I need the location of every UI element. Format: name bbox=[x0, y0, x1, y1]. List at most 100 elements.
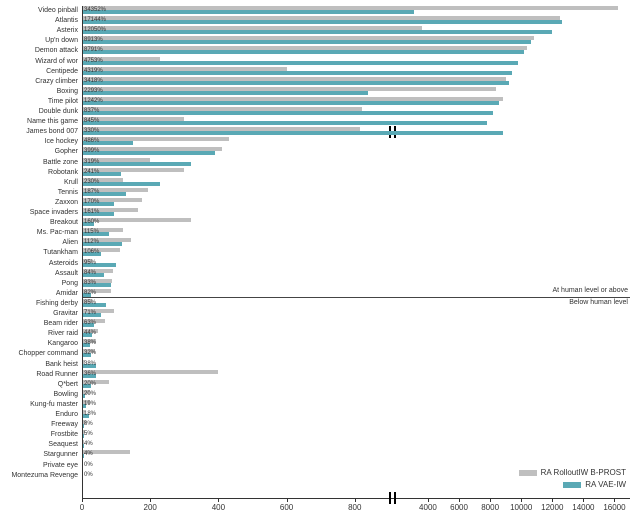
game-label: Pong bbox=[0, 280, 78, 287]
game-label: Kung-fu master bbox=[0, 401, 78, 408]
x-tick-label: 200 bbox=[138, 503, 162, 512]
bar-series-b bbox=[82, 151, 215, 155]
atari-hbar-chart: 0200400600800400060008000100001200014000… bbox=[0, 0, 640, 520]
pct-label: 399% bbox=[84, 148, 99, 154]
game-label: Road Runner bbox=[0, 371, 78, 378]
human-level-below-label: Below human level bbox=[569, 299, 628, 306]
pct-label: 4% bbox=[84, 441, 93, 447]
game-label: Freeway bbox=[0, 421, 78, 428]
bar-series-a bbox=[82, 370, 218, 374]
game-label: Tutankham bbox=[0, 249, 78, 256]
legend-label: RA VAE-IW bbox=[585, 480, 626, 489]
game-label: Bowling bbox=[0, 391, 78, 398]
game-label: Demon attack bbox=[0, 47, 78, 54]
legend-swatch bbox=[563, 482, 581, 488]
pct-label: 0% bbox=[84, 462, 93, 468]
pct-label: 5% bbox=[84, 431, 93, 437]
pct-label: 2293% bbox=[84, 88, 103, 94]
game-label: River raid bbox=[0, 330, 78, 337]
game-label: Krull bbox=[0, 179, 78, 186]
game-label: Stargunner bbox=[0, 451, 78, 458]
pct-label: 18% bbox=[84, 411, 96, 417]
x-tick-label: 600 bbox=[275, 503, 299, 512]
bar-series-b bbox=[82, 10, 414, 14]
game-label: Frostbite bbox=[0, 431, 78, 438]
pct-label: 83% bbox=[84, 280, 96, 286]
pct-label: 8% bbox=[84, 421, 93, 427]
game-label: Centipede bbox=[0, 68, 78, 75]
game-label: Double dunk bbox=[0, 108, 78, 115]
x-tick-label: 400 bbox=[206, 503, 230, 512]
bar-series-b bbox=[82, 111, 493, 115]
legend-swatch bbox=[519, 470, 537, 476]
legend-label: RA RolloutIW B-PROST bbox=[541, 468, 626, 477]
axis-break-mark bbox=[389, 492, 391, 504]
game-label: Crazy climber bbox=[0, 78, 78, 85]
bar-series-b bbox=[82, 20, 562, 24]
game-label: Beam rider bbox=[0, 320, 78, 327]
game-label: Enduro bbox=[0, 411, 78, 418]
game-label: Zaxxon bbox=[0, 199, 78, 206]
game-label: Q*bert bbox=[0, 381, 78, 388]
game-label: Ice hockey bbox=[0, 138, 78, 145]
bar-series-b bbox=[82, 131, 503, 135]
bar-series-b bbox=[82, 40, 531, 44]
game-label: Kangaroo bbox=[0, 340, 78, 347]
pct-label: 330% bbox=[84, 128, 99, 134]
game-label: Robotank bbox=[0, 169, 78, 176]
game-label: Chopper command bbox=[0, 350, 78, 357]
pct-label: 38% bbox=[84, 361, 96, 367]
game-label: Time pilot bbox=[0, 98, 78, 105]
pct-label: 20% bbox=[84, 381, 96, 387]
pct-label: 230% bbox=[84, 179, 99, 185]
game-label: Tennis bbox=[0, 189, 78, 196]
game-label: Asteroids bbox=[0, 260, 78, 267]
game-label: James bond 007 bbox=[0, 128, 78, 135]
bar-series-b bbox=[82, 61, 518, 65]
pct-label: 95% bbox=[84, 260, 96, 266]
pct-label: 3418% bbox=[84, 78, 103, 84]
legend-item: RA VAE-IW bbox=[563, 480, 626, 489]
game-label: Amidar bbox=[0, 290, 78, 297]
pct-label: 837% bbox=[84, 108, 99, 114]
pct-label: 34352% bbox=[84, 7, 106, 13]
game-label: Fishing derby bbox=[0, 300, 78, 307]
pct-label: 106% bbox=[84, 249, 99, 255]
game-label: Name this game bbox=[0, 118, 78, 125]
x-axis-line bbox=[82, 498, 630, 499]
pct-label: 71% bbox=[84, 310, 96, 316]
x-tick-label: 6000 bbox=[443, 503, 475, 512]
game-label: Gravitar bbox=[0, 310, 78, 317]
axis-break-mark bbox=[394, 492, 396, 504]
game-label: Assault bbox=[0, 270, 78, 277]
pct-label: 63% bbox=[84, 320, 96, 326]
x-tick-label: 16000 bbox=[598, 503, 630, 512]
x-tick-label: 4000 bbox=[412, 503, 444, 512]
bar-series-b bbox=[82, 121, 487, 125]
pct-label: 19% bbox=[84, 401, 96, 407]
pct-label: 0% bbox=[84, 472, 93, 478]
bar-series-b bbox=[82, 71, 512, 75]
pct-label: 319% bbox=[84, 159, 99, 165]
game-label: Battle zone bbox=[0, 159, 78, 166]
game-label: Bank heist bbox=[0, 361, 78, 368]
pct-label: 84% bbox=[84, 270, 96, 276]
pct-label: 82% bbox=[84, 290, 96, 296]
legend-item: RA RolloutIW B-PROST bbox=[519, 468, 626, 477]
x-tick-label: 0 bbox=[70, 503, 94, 512]
game-label: Montezuma Revenge bbox=[0, 472, 78, 479]
x-tick-label: 14000 bbox=[567, 503, 599, 512]
bar-series-b bbox=[82, 81, 509, 85]
pct-label: 20% bbox=[84, 391, 96, 397]
pct-label: 241% bbox=[84, 169, 99, 175]
game-label: Asterix bbox=[0, 27, 78, 34]
pct-label: 161% bbox=[84, 209, 99, 215]
pct-label: 44% bbox=[84, 330, 96, 336]
x-tick-label: 8000 bbox=[474, 503, 506, 512]
game-label: Ms. Pac-man bbox=[0, 229, 78, 236]
game-label: Private eye bbox=[0, 462, 78, 469]
pct-label: 8913% bbox=[84, 37, 103, 43]
game-label: Breakout bbox=[0, 219, 78, 226]
human-level-line bbox=[82, 297, 630, 298]
pct-label: 36% bbox=[84, 371, 96, 377]
